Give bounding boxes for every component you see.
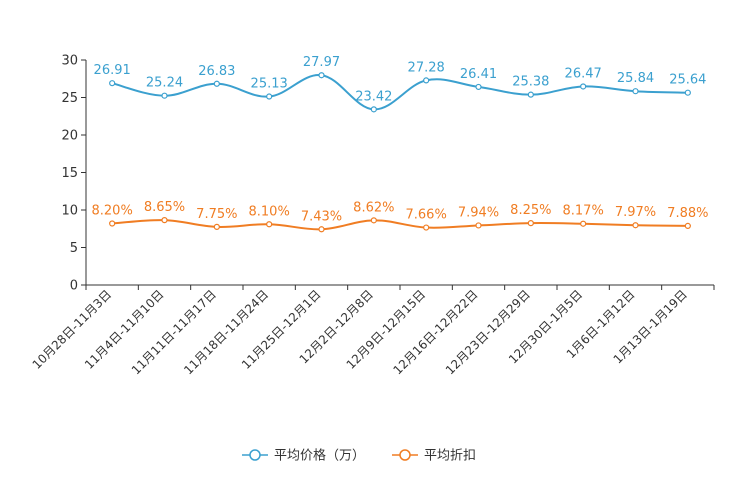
data-label: 7.88% [667,206,708,221]
data-label: 26.91 [94,63,131,78]
data-point[interactable] [161,217,168,224]
data-point[interactable] [370,217,377,224]
data-label: 26.83 [198,64,235,79]
y-tick-label: 10 [61,204,78,219]
legend-label: 平均价格（万） [274,448,365,464]
data-point[interactable] [423,224,430,231]
data-label: 8.25% [510,203,551,218]
series-line [112,219,688,231]
data-point[interactable] [161,92,168,99]
data-label: 7.43% [301,209,342,224]
data-point[interactable] [684,89,691,96]
data-label: 26.47 [565,66,602,81]
data-label: 27.28 [408,60,445,75]
legend-item-2[interactable]: 平均折扣 [392,449,476,464]
data-label: 8.62% [353,200,394,215]
data-label: 8.17% [563,204,604,219]
data-point[interactable] [213,223,220,230]
x-axis: 10月28日-11月3日11月4日-11月10日11月11日-11月17日11月… [30,284,715,377]
data-point[interactable] [318,72,325,79]
data-point[interactable] [109,80,116,87]
data-point[interactable] [475,83,482,91]
data-point[interactable] [580,83,587,90]
y-tick-label: 25 [61,91,78,106]
data-label: 7.97% [615,205,656,220]
data-point[interactable] [370,106,377,113]
data-point[interactable] [527,91,534,98]
data-label: 7.66% [406,208,447,223]
data-point[interactable] [213,80,220,87]
legend-marker [399,449,411,461]
data-label: 25.13 [251,77,288,92]
data-point[interactable] [318,226,325,233]
data-point[interactable] [423,77,430,84]
legend[interactable]: 平均价格（万） 平均折扣 [242,448,476,464]
data-point[interactable] [109,220,116,227]
data-label: 25.38 [512,75,549,90]
data-label: 7.75% [196,207,237,222]
data-label: 7.94% [458,205,499,220]
data-point[interactable] [266,93,273,100]
legend-item-1[interactable]: 平均价格（万） [242,448,365,464]
data-point[interactable] [475,222,482,229]
series-1: 26.91 25.24 26.83 25.13 27.97 23.42 27.28 26.41… [94,55,706,113]
y-tick-label: 15 [61,166,78,181]
data-label: 23.42 [355,89,392,104]
series-layer: 26.91 25.24 26.83 25.13 27.97 23.42 27.28 26.41… [92,55,708,233]
data-label: 8.20% [92,204,133,219]
y-tick-label: 30 [61,54,78,69]
data-point[interactable] [266,221,273,228]
data-point[interactable] [632,88,639,95]
y-axis: 0 5 10 15 20 25 30 [61,54,87,294]
y-tick-label: 20 [61,129,78,144]
data-label: 8.10% [249,204,290,219]
data-point[interactable] [632,222,639,229]
data-label: 25.24 [146,76,183,91]
legend-marker [249,449,261,461]
y-tick-label: 0 [70,279,78,294]
data-label: 27.97 [303,55,340,70]
data-point[interactable] [580,220,587,227]
legend-label: 平均折扣 [424,449,476,464]
y-tick-label: 5 [70,241,78,256]
data-point[interactable] [527,220,534,227]
data-point[interactable] [684,222,691,229]
data-label: 26.41 [460,67,497,82]
data-label: 25.84 [617,71,654,86]
data-label: 25.64 [669,73,706,88]
series-2: 8.20% 8.65% 7.75% 8.10% 7.43% 8.62% 7.66% 7.94%… [92,200,708,233]
data-label: 8.65% [144,200,185,215]
